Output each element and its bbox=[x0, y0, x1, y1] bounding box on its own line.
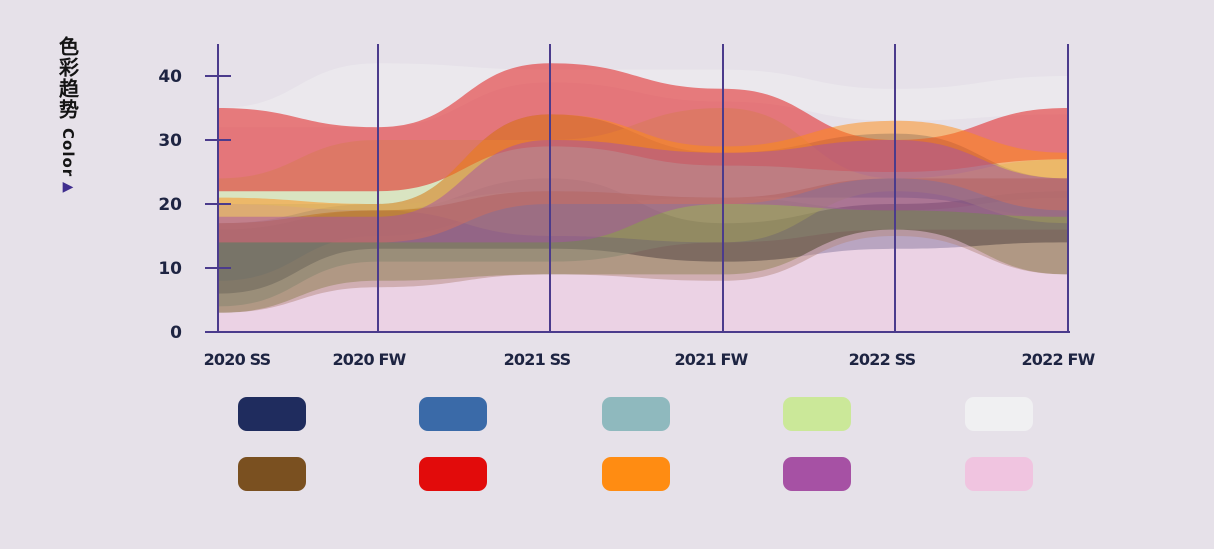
axis-layer bbox=[205, 44, 1070, 333]
x-tick-label-1: 2020 SS bbox=[204, 350, 271, 369]
legend-swatch-6 bbox=[238, 457, 306, 491]
legend-swatch-4 bbox=[783, 397, 851, 431]
x-tick-label-5: 2022 SS bbox=[849, 350, 916, 369]
legend-swatch-3 bbox=[602, 397, 670, 431]
y-tick-label-40: 40 bbox=[158, 67, 182, 87]
y-tick-label-20: 20 bbox=[158, 195, 182, 215]
legend-swatch-1 bbox=[238, 397, 306, 431]
y-axis-title: 色彩趋势 Color ▶ bbox=[48, 36, 88, 195]
x-tick-label-4: 2021 FW bbox=[674, 350, 748, 369]
y-axis-title-chinese: 色彩趋势 bbox=[55, 36, 80, 120]
y-tick-label-10: 10 bbox=[158, 259, 182, 279]
x-tick-label-6: 2022 FW bbox=[1021, 350, 1095, 369]
x-tick-label-3: 2021 SS bbox=[504, 350, 571, 369]
area-series-10 bbox=[218, 229, 1068, 332]
legend-swatch-10 bbox=[965, 457, 1033, 491]
area-series-9 bbox=[218, 140, 1068, 243]
play-triangle-icon: ▶ bbox=[62, 179, 74, 196]
y-tick-label-30: 30 bbox=[158, 131, 182, 151]
legend-swatch-5 bbox=[965, 397, 1033, 431]
y-axis-title-english: Color bbox=[59, 128, 77, 178]
legend-swatch-9 bbox=[783, 457, 851, 491]
y-tick-label-0: 0 bbox=[170, 323, 182, 343]
legend-swatch-7 bbox=[419, 457, 487, 491]
x-tick-label-2: 2020 FW bbox=[332, 350, 406, 369]
legend-swatch-8 bbox=[602, 457, 670, 491]
area-series-5 bbox=[218, 63, 1068, 128]
legend-swatch-2 bbox=[419, 397, 487, 431]
tick-label-layer: 0 10 20 30 40 2020 SS 2020 FW 2021 SS 2021 FW 202… bbox=[158, 67, 1096, 369]
area-layer bbox=[218, 63, 1068, 332]
